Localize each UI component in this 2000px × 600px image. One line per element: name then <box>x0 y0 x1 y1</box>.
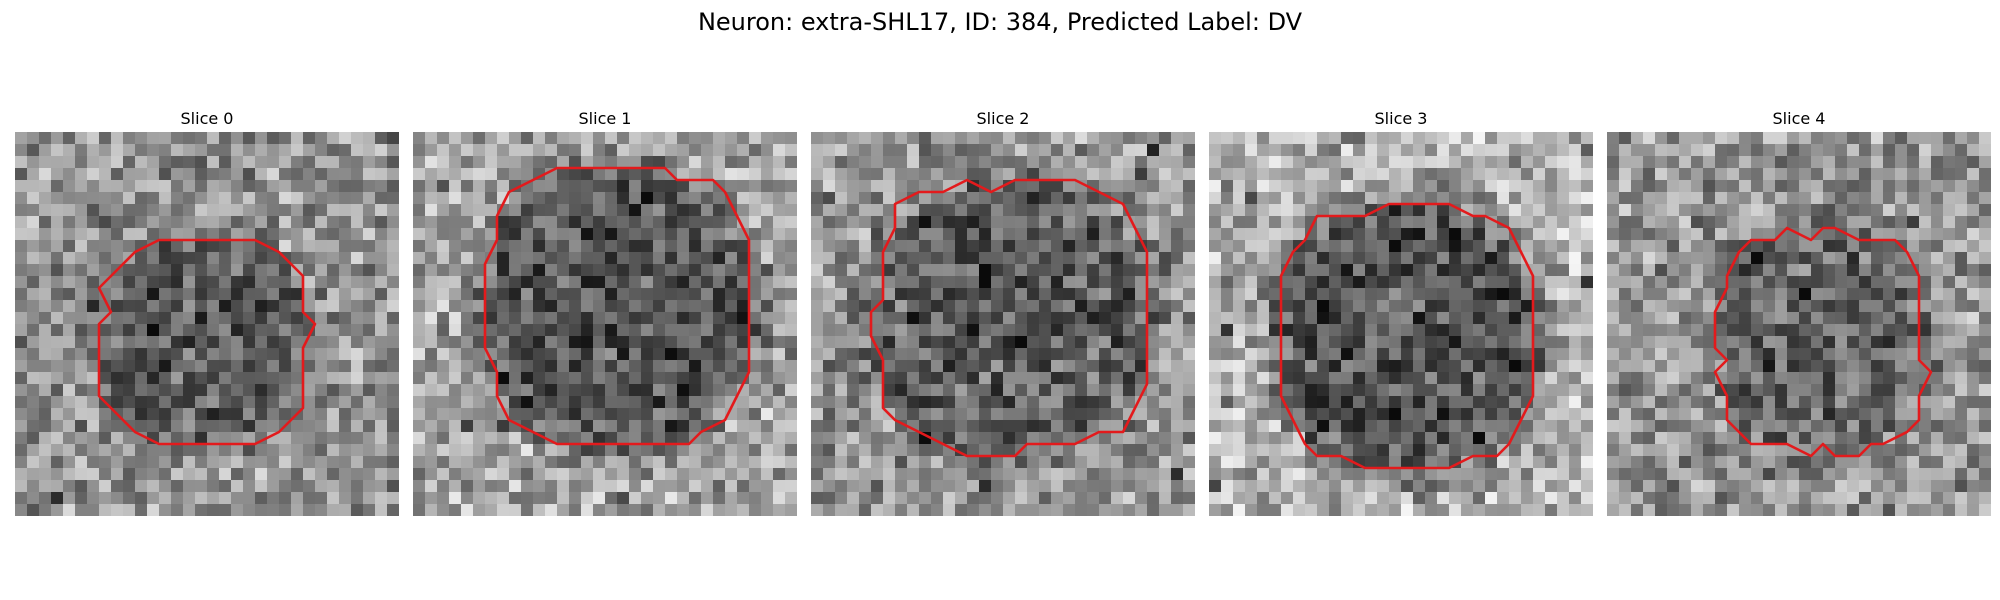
slice-title: Slice 0 <box>180 109 234 128</box>
figure-title: Neuron: extra-SHL17, ID: 384, Predicted … <box>697 8 1303 36</box>
slice-panel-3: Slice 3 <box>1209 108 1593 516</box>
slice-title: Slice 4 <box>1772 109 1826 128</box>
neuron-contour <box>483 166 751 446</box>
pixel-grid <box>15 132 399 516</box>
slice-image-2 <box>811 132 1195 516</box>
pixel-grid <box>413 132 797 516</box>
slice-image-0 <box>15 132 399 516</box>
slice-panel-0: Slice 0 <box>15 108 399 516</box>
slice-panel-2: Slice 2 <box>811 108 1195 516</box>
neuron-contour <box>97 238 317 446</box>
slice-panel-1: Slice 1 <box>413 108 797 516</box>
pixel-grid <box>811 132 1195 516</box>
slice-title: Slice 3 <box>1374 109 1428 128</box>
slice-image-3 <box>1209 132 1593 516</box>
neuron-contour <box>869 178 1149 458</box>
slice-panel-4: Slice 4 <box>1607 108 1991 516</box>
pixel-grid <box>1209 132 1593 516</box>
slice-title: Slice 2 <box>976 109 1030 128</box>
slice-title: Slice 1 <box>578 109 632 128</box>
slice-image-1 <box>413 132 797 516</box>
neuron-contour <box>1713 226 1933 458</box>
neuron-contour <box>1279 202 1535 470</box>
slice-image-4 <box>1607 132 1991 516</box>
pixel-grid <box>1607 132 1991 516</box>
